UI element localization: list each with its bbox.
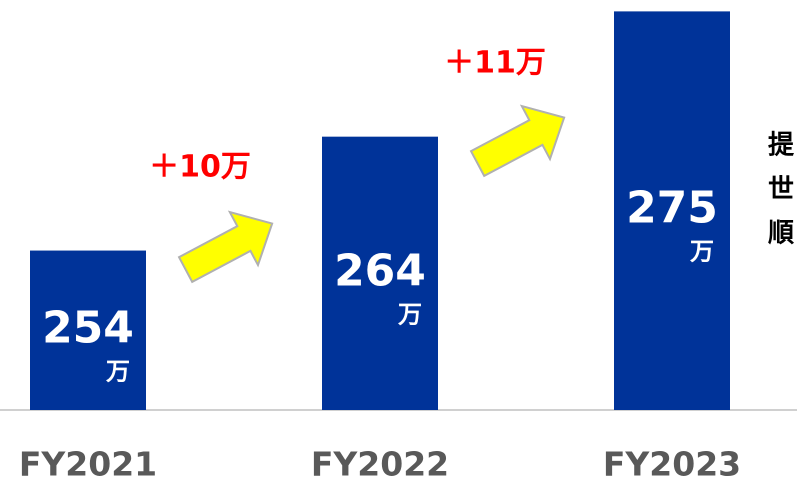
growth-arrow xyxy=(469,104,566,178)
unit-label: 万 xyxy=(690,238,714,266)
growth-arrow xyxy=(177,210,274,284)
value-label: 275 xyxy=(626,183,718,234)
side-text: 世 xyxy=(768,175,794,205)
x-tick-label: FY2023 xyxy=(603,445,741,482)
x-tick-label: FY2022 xyxy=(311,445,449,482)
x-tick-label: FY2021 xyxy=(19,445,157,482)
side-text: 提 xyxy=(768,131,795,161)
annotation: ＋10万 xyxy=(149,150,251,185)
unit-label: 万 xyxy=(106,357,130,385)
unit-label: 万 xyxy=(398,300,422,328)
value-label: 264 xyxy=(334,245,426,296)
bar xyxy=(30,250,146,410)
annotation: ＋11万 xyxy=(444,46,546,81)
arrows xyxy=(177,104,566,284)
bar xyxy=(322,136,438,410)
value-label: 254 xyxy=(42,302,134,353)
side-text: 順 xyxy=(768,219,795,249)
bar xyxy=(614,11,730,411)
